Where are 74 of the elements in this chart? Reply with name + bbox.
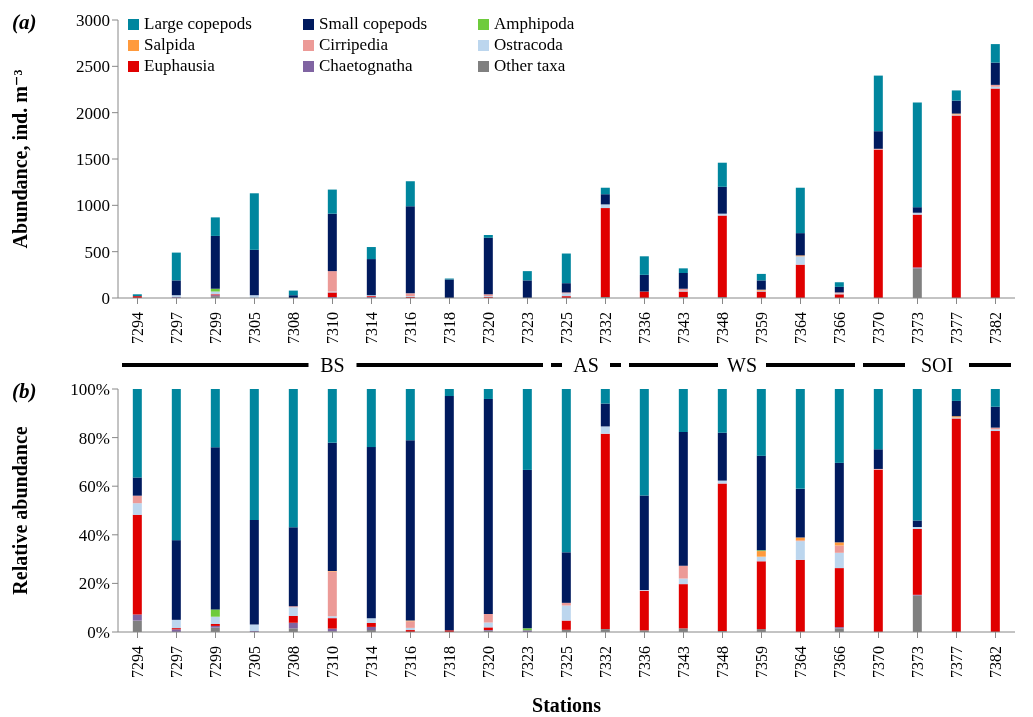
- y-tick-label: 1500: [76, 150, 110, 170]
- x-tick-label: 7320: [480, 312, 498, 344]
- x-tick-label: 7310: [324, 646, 342, 678]
- x-tick-label: 7364: [792, 312, 810, 344]
- x-tick-label: 7348: [714, 312, 732, 344]
- y-tick-label: 40%: [78, 525, 110, 545]
- x-tick-label: 7316: [402, 312, 420, 344]
- legend-label: Small copepods: [319, 14, 428, 34]
- x-tick-label: 7318: [441, 646, 459, 678]
- legend-label: Amphipoda: [494, 14, 575, 34]
- x-tick-label: 7359: [753, 312, 771, 344]
- y-tick-label: 2500: [76, 57, 110, 77]
- x-tick-label: 7377: [948, 646, 966, 678]
- y-tick-label: 3000: [76, 11, 110, 31]
- y-tick-label: 100%: [70, 380, 110, 400]
- x-tick-label: 7316: [402, 646, 420, 678]
- x-tick-label: 7370: [870, 646, 888, 678]
- legend-label: Large copepods: [144, 14, 252, 34]
- x-tick-label: 7325: [558, 312, 576, 344]
- y-axis-title: Abundance, ind. m⁻³: [9, 69, 32, 249]
- y-axis-title: Relative abundance: [9, 426, 32, 595]
- chart-title: (a): [12, 10, 37, 35]
- y-tick-label: 1000: [76, 196, 110, 216]
- x-tick-label: 7308: [285, 646, 303, 678]
- x-tick-label: 7323: [519, 646, 537, 678]
- x-tick-label: 7343: [675, 646, 693, 678]
- region-divider: BS AS WS SOI: [8, 353, 1025, 377]
- y-tick-label: 0%: [87, 623, 110, 643]
- legend-label: Euphausia: [144, 56, 215, 76]
- x-tick-label: 7323: [519, 312, 537, 344]
- x-tick-label: 7370: [870, 312, 888, 344]
- x-tick-label: 7299: [207, 646, 225, 678]
- x-tick-label: 7297: [168, 646, 186, 678]
- x-tick-label: 7359: [753, 646, 771, 678]
- y-tick-label: 60%: [78, 477, 110, 497]
- x-tick-label: 7364: [792, 646, 810, 678]
- x-tick-label: 7377: [948, 312, 966, 344]
- x-tick-label: 7382: [987, 312, 1005, 344]
- x-axis-title: Stations: [532, 694, 602, 716]
- x-tick-label: 7305: [246, 312, 264, 344]
- x-tick-label: 7348: [714, 646, 732, 678]
- legend-label: Chaetognatha: [319, 56, 413, 76]
- x-tick-label: 7336: [636, 312, 654, 344]
- x-tick-label: 7343: [675, 312, 693, 344]
- x-tick-label: 7308: [285, 312, 303, 344]
- x-tick-label: 7373: [909, 646, 927, 678]
- x-tick-label: 7336: [636, 646, 654, 678]
- x-tick-label: 7297: [168, 312, 186, 344]
- legend-label: Salpida: [144, 35, 195, 55]
- y-tick-label: 2000: [76, 103, 110, 123]
- x-tick-label: 7299: [207, 312, 225, 344]
- legend-label: Cirripedia: [319, 35, 388, 55]
- x-tick-label: 7294: [129, 646, 147, 678]
- x-tick-label: 7332: [597, 312, 615, 344]
- x-tick-label: 7314: [363, 312, 381, 344]
- x-tick-label: 7373: [909, 312, 927, 344]
- x-tick-label: 7366: [831, 312, 849, 344]
- x-tick-label: 7310: [324, 312, 342, 344]
- x-tick-label: 7318: [441, 312, 459, 344]
- x-tick-label: 7325: [558, 646, 576, 678]
- x-tick-label: 7332: [597, 646, 615, 678]
- legend-label: Ostracoda: [494, 35, 563, 55]
- x-tick-label: 7366: [831, 646, 849, 678]
- y-tick-label: 0: [101, 289, 110, 309]
- y-tick-label: 80%: [78, 428, 110, 448]
- x-tick-label: 7305: [246, 646, 264, 678]
- chart-title: (b): [12, 379, 37, 404]
- x-tick-label: 7382: [987, 646, 1005, 678]
- y-tick-label: 20%: [78, 574, 110, 594]
- y-tick-label: 500: [84, 242, 110, 262]
- x-tick-label: 7320: [480, 646, 498, 678]
- x-tick-label: 7294: [129, 312, 147, 344]
- legend-label: Other taxa: [494, 56, 566, 76]
- x-tick-label: 7314: [363, 646, 381, 678]
